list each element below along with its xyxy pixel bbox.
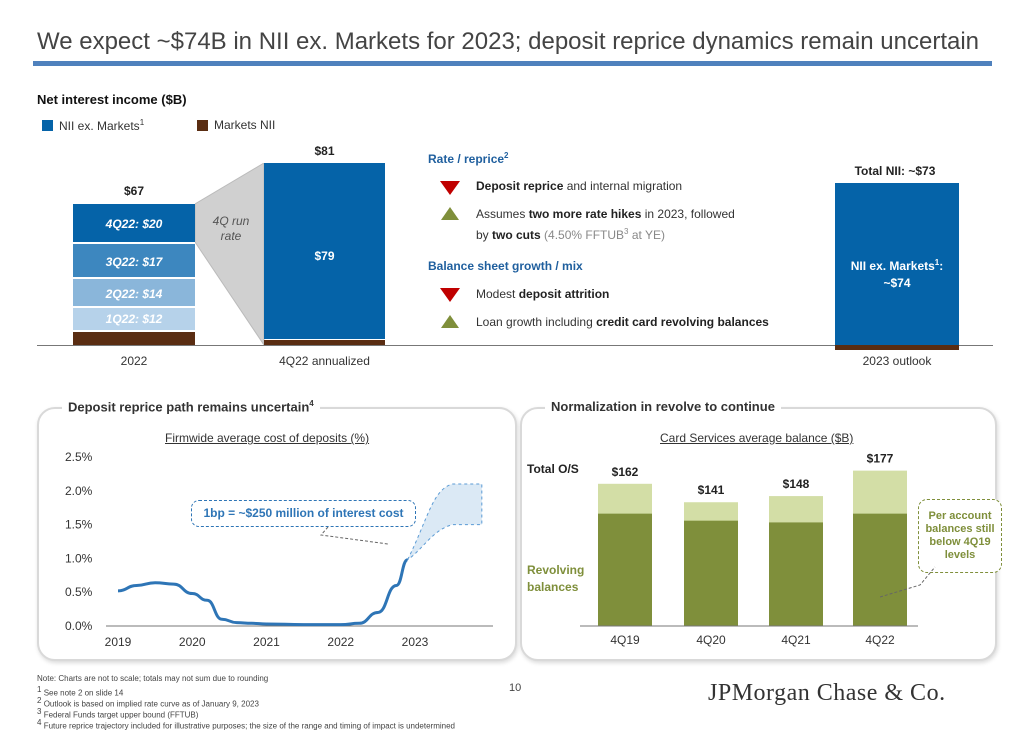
bar-2022-label-1q22: 1Q22: $12 (105, 312, 163, 326)
x-tick-label: 4Q22 (865, 633, 895, 647)
run-rate-connector (195, 163, 265, 345)
revolving-bar (598, 513, 652, 626)
bar-data-label: $177 (867, 452, 894, 466)
up-arrow-icon (441, 207, 459, 220)
bar-2022-label-2q22: 2Q22: $14 (105, 287, 163, 301)
footnote-note: Note: Charts are not to scale; totals ma… (37, 674, 269, 683)
bar-outlook-total: Total NII: ~$73 (854, 164, 936, 178)
x-tick-label: 4Q21 (781, 633, 811, 647)
bar-annualized-total: $81 (314, 144, 335, 158)
revolving-bar (853, 513, 907, 626)
run-rate-label: 4Q run rate (212, 214, 250, 243)
balance-sheet-header: Balance sheet growth / mix (428, 259, 583, 273)
bar-2022-markets (73, 332, 195, 345)
bar-data-label: $162 (612, 465, 639, 479)
x-tick-label: 4Q20 (696, 633, 726, 647)
down-arrow-icon (440, 288, 460, 302)
y-tick-label: 1.5% (65, 518, 93, 532)
bar-outlook-nii (835, 183, 959, 345)
per-account-callout: Per account balances still below 4Q19 le… (918, 499, 1002, 573)
bar-data-label: $148 (783, 477, 810, 491)
rate-reprice-header: Rate / reprice2 (428, 151, 509, 166)
y-tick-label: 2.5% (65, 450, 93, 464)
bar-outlook-inner: NII ex. Markets1: ~$74 (850, 258, 944, 290)
jpmorgan-logo: JPMorgan Chase & Co. (708, 680, 946, 706)
bar-2022-label-3q22: 3Q22: $17 (105, 255, 163, 269)
bar-2022-segment-2q22 (73, 279, 195, 306)
footnote-1: 1 See note 2 on slide 14 (37, 685, 124, 698)
x-tick-label: 2019 (105, 635, 132, 649)
x-tick-label: 4Q19 (610, 633, 640, 647)
legend-label-nii-ex-markets: NII ex. Markets (59, 119, 140, 133)
deposit-panel-title: Deposit reprice path remains uncertain4 (62, 399, 320, 415)
legend-markets-nii: Markets NII (197, 118, 275, 132)
driver-deposit-attrition: Modest deposit attrition (476, 287, 610, 301)
category-2022: 2022 (120, 354, 148, 368)
bar-outlook-markets (835, 345, 959, 350)
y-tick-label: 0.5% (65, 585, 93, 599)
interest-cost-callout: 1bp = ~$250 million of interest cost (191, 500, 416, 527)
title-rule (33, 61, 992, 66)
x-tick-label: 2020 (179, 635, 206, 649)
nii-baseline (37, 345, 993, 346)
driver-rate-hikes: Assumes two more rate hikes in 2023, fol… (476, 207, 735, 242)
legend-label-markets-nii: Markets NII (214, 118, 276, 132)
bar-2022-total: $67 (123, 184, 145, 198)
deposit-cost-line (117, 558, 409, 627)
x-tick-label: 2023 (402, 635, 429, 649)
bar-annualized-inner: $79 (314, 249, 335, 263)
y-tick-label: 0.0% (65, 619, 93, 633)
deposit-line-chart: 0.0% 0.5% 1.0% 1.5% 2.0% 2.5% 2019 2020 2021 202… (65, 450, 493, 649)
bar-annualized-nii (264, 163, 385, 339)
revolving-bar (769, 522, 823, 626)
footnote-3: 3 Federal Funds target upper bound (FFTU… (37, 707, 199, 720)
deposit-chart-subtitle: Firmwide average cost of deposits (%) (165, 431, 370, 445)
projection-range (406, 483, 483, 562)
category-annualized: 4Q22 annualized (279, 354, 370, 368)
revolving-bar (684, 520, 738, 626)
x-tick-label: 2022 (327, 635, 354, 649)
legend-swatch-blue (42, 120, 53, 131)
revolve-chart-subtitle: Card Services average balance ($B) (660, 431, 854, 445)
revolve-panel-title: Normalization in revolve to continue (545, 399, 781, 414)
x-tick-label: 2021 (253, 635, 280, 649)
callout-leader (320, 526, 389, 545)
category-outlook: 2023 outlook (862, 354, 932, 368)
footnote-4: 4 Future reprice trajectory included for… (37, 718, 456, 731)
bar-data-label: $141 (698, 483, 725, 497)
up-arrow-icon (441, 315, 459, 328)
legend-nii-ex-markets: NII ex. Markets1 (42, 118, 144, 133)
bar-annualized-markets (264, 340, 385, 345)
bar-2022-segment-3q22 (73, 244, 195, 277)
bar-2022-label-4q22: 4Q22: $20 (105, 217, 163, 231)
bar-2022-segment-1q22 (73, 308, 195, 330)
revolving-balances-label: Revolving balances (527, 563, 585, 594)
per-account-leader (880, 566, 936, 598)
slide-title: We expect ~$74B in NII ex. Markets for 2… (37, 28, 980, 55)
card-bar-chart: $162 4Q19 $141 4Q20 $148 4Q21 $177 4Q22 (580, 452, 918, 647)
y-tick-label: 2.0% (65, 484, 93, 498)
total-os-label: Total O/S (527, 462, 579, 476)
footnote-2: 2 Outlook is based on implied rate curve… (37, 696, 259, 709)
bar-2022-segment-4q22 (73, 204, 195, 242)
y-tick-label: 1.0% (65, 551, 93, 565)
legend-swatch-brown (197, 119, 208, 131)
deposit-panel (37, 407, 517, 661)
down-arrow-icon (440, 181, 460, 195)
driver-deposit-reprice: Deposit reprice and internal migration (476, 179, 683, 193)
nii-header: Net interest income ($B) (37, 92, 187, 107)
page-number: 10 (509, 682, 522, 694)
driver-loan-growth: Loan growth including credit card revolv… (476, 315, 769, 329)
